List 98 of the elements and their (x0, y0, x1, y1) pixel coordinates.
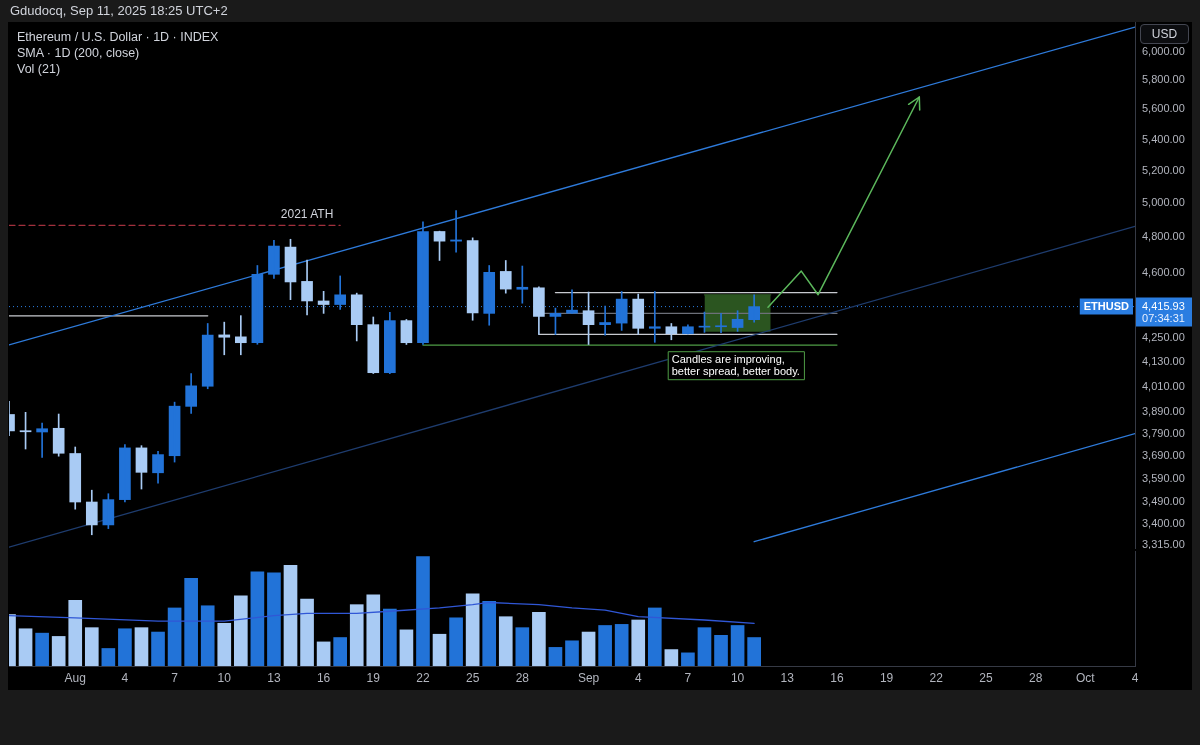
bar (283, 564, 298, 666)
y-tick-label: 3,690.00 (1142, 448, 1185, 461)
x-tick-label: 19 (879, 670, 894, 685)
annotation: 2021 ATH (280, 206, 334, 221)
bar (714, 635, 728, 666)
y-tick-label: 4,010.00 (1142, 379, 1185, 392)
bar (631, 619, 646, 666)
y-tick-label: 4,800.00 (1142, 230, 1185, 243)
annotation: Candles are improving, better spread, better body. (671, 352, 800, 377)
x-tick-label: Sep (577, 670, 600, 685)
x-tick-label: Oct (1075, 670, 1096, 685)
bar (647, 607, 662, 666)
bar (167, 607, 182, 666)
bar (316, 641, 331, 666)
y-tick-label: 4,600.00 (1142, 265, 1185, 278)
bar (101, 648, 116, 666)
text: Ethereum / U.S. Dollar · 1D · INDEX (17, 30, 219, 45)
x-tick-label: 13 (267, 670, 281, 685)
bar (548, 647, 563, 666)
y-tick-label: 3,490.00 (1142, 495, 1185, 508)
bar (250, 571, 265, 666)
x-tick-label: 10 (730, 670, 745, 685)
bar (515, 627, 530, 666)
bar (267, 572, 281, 666)
x-tick-label: 7 (171, 670, 179, 685)
y-tick-label: 3,315.00 (1142, 537, 1185, 550)
bar (200, 605, 215, 666)
y-tick-label: 3,890.00 (1142, 404, 1185, 417)
y-tick-label: 6,000.00 (1142, 45, 1185, 58)
bar (681, 652, 695, 666)
x-tick-label: 25 (465, 670, 480, 685)
bar (68, 599, 83, 666)
x-tick-label: 19 (366, 670, 381, 685)
y-tick-label: 5,600.00 (1142, 102, 1185, 115)
bar (465, 593, 480, 666)
x-tick-label: 10 (217, 670, 232, 685)
y-tick-label: 5,800.00 (1142, 73, 1185, 86)
bar (383, 608, 397, 666)
annotation: SMA · 1D (200, close) (17, 46, 140, 61)
bar (118, 628, 132, 666)
x-tick-label: 7 (684, 670, 692, 685)
x-tick-label: 4 (634, 670, 642, 685)
bar (84, 627, 99, 666)
bar (366, 594, 381, 666)
bar (565, 640, 579, 666)
bar (498, 616, 513, 666)
x-tick-label: 22 (416, 670, 430, 685)
x-tick-label: 16 (830, 670, 844, 685)
bar (482, 601, 497, 666)
candlestick (516, 265, 529, 304)
bar (449, 617, 463, 666)
candlestick (682, 324, 694, 335)
y-tick-label: 4,130.00 (1142, 355, 1185, 368)
y-tick-label: 3,790.00 (1142, 426, 1185, 439)
text: 07:34:31 (1142, 311, 1185, 324)
x-tick-label: 22 (929, 670, 944, 685)
annotation: Vol (21) (17, 62, 61, 77)
x-tick-label: 28 (515, 670, 530, 685)
bar (532, 612, 546, 666)
x-tick-label: 13 (780, 670, 795, 685)
x-tick-label: 28 (1028, 670, 1043, 685)
y-tick-label: 3,400.00 (1142, 516, 1185, 529)
text: Gdudocq, Sep 11, 2025 18:25 UTC+2 (10, 3, 228, 19)
bar (233, 595, 248, 666)
bar (333, 637, 348, 666)
candlestick (715, 313, 727, 333)
y-tick-label: 5,200.00 (1142, 163, 1185, 176)
bar (432, 633, 447, 666)
y-tick-label: 4,250.00 (1142, 331, 1185, 344)
candlestick (599, 305, 611, 336)
bar (598, 625, 612, 666)
bar (730, 625, 745, 666)
ref-line-label: ETHUSD (1083, 300, 1130, 313)
bar (300, 598, 314, 666)
bar (697, 627, 712, 666)
bar (614, 624, 629, 666)
bar (664, 649, 679, 666)
bar (747, 637, 761, 666)
bar (51, 636, 66, 666)
x-tick-label: 16 (316, 670, 331, 685)
bar (35, 632, 49, 666)
x-tick-label: 25 (979, 670, 993, 685)
x-tick-label: 4 (1131, 670, 1139, 685)
bar (217, 622, 232, 666)
bar (134, 627, 149, 666)
bar (416, 556, 430, 666)
bar (581, 631, 596, 666)
bar (151, 631, 165, 666)
y-tick-label: 3,590.00 (1142, 471, 1185, 484)
bar (184, 578, 198, 666)
x-tick-label: 4 (121, 670, 129, 685)
bar (399, 629, 414, 666)
x-tick-label: Aug (64, 670, 86, 685)
y-tick-label: 4,415.93 (1142, 299, 1185, 312)
y-tick-label: 5,400.00 (1142, 132, 1185, 145)
bar (349, 604, 364, 666)
y-tick-label: 5,000.00 (1142, 196, 1185, 209)
y-axis-title: USD (1140, 24, 1189, 44)
